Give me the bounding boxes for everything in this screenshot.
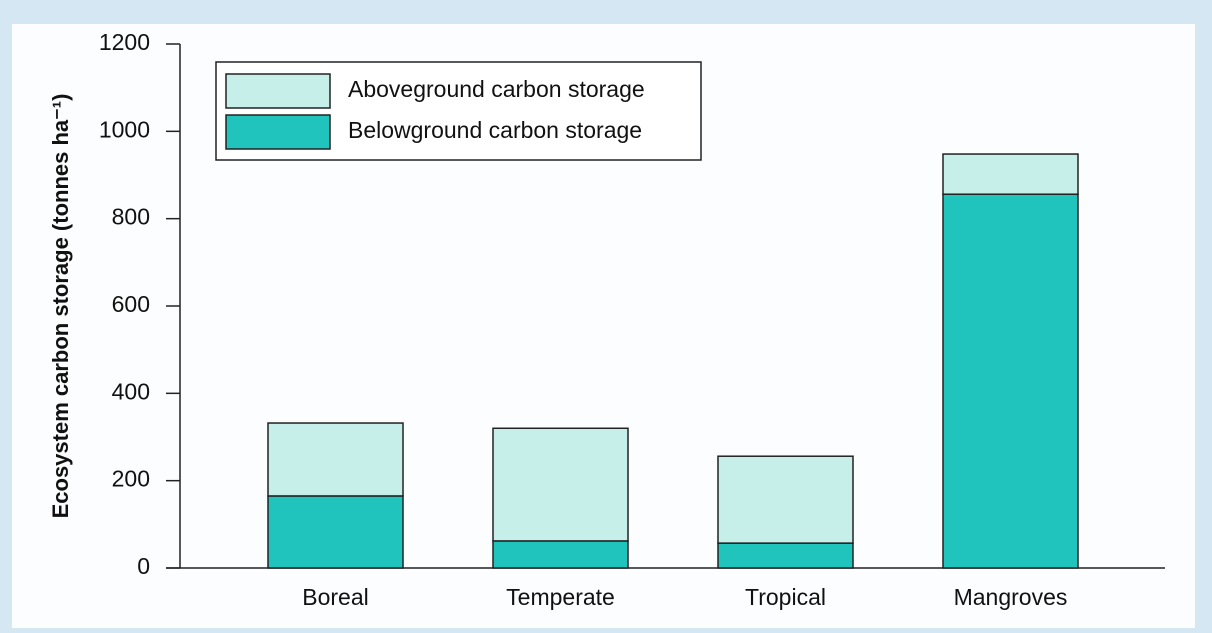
bar-segment xyxy=(717,542,854,569)
x-tick-label: Tropical xyxy=(745,584,826,610)
y-tick-label: 800 xyxy=(112,204,150,230)
y-tick-label: 200 xyxy=(112,466,150,492)
legend-swatch xyxy=(225,73,331,109)
bar-segment xyxy=(942,153,1079,195)
y-tick-label: 0 xyxy=(137,553,150,579)
y-axis-label: Ecosystem carbon storage (tonnes ha⁻¹) xyxy=(48,94,73,519)
legend-swatch xyxy=(225,114,331,150)
y-tick-label: 1000 xyxy=(99,116,150,142)
bar-segment xyxy=(717,455,854,544)
y-tick-label: 400 xyxy=(112,378,150,404)
bar-segment xyxy=(492,540,629,569)
y-tick-label: 1200 xyxy=(99,29,150,55)
bar-segment xyxy=(267,495,404,569)
x-tick-label: Boreal xyxy=(302,584,368,610)
y-tick-label: 600 xyxy=(112,291,150,317)
legend-label: Aboveground carbon storage xyxy=(348,76,645,102)
x-tick-label: Mangroves xyxy=(954,584,1068,610)
bar-segment xyxy=(942,193,1079,569)
legend-label: Belowground carbon storage xyxy=(348,117,642,143)
x-tick-label: Temperate xyxy=(506,584,615,610)
bar-segment xyxy=(492,427,629,542)
bar-segment xyxy=(267,422,404,497)
